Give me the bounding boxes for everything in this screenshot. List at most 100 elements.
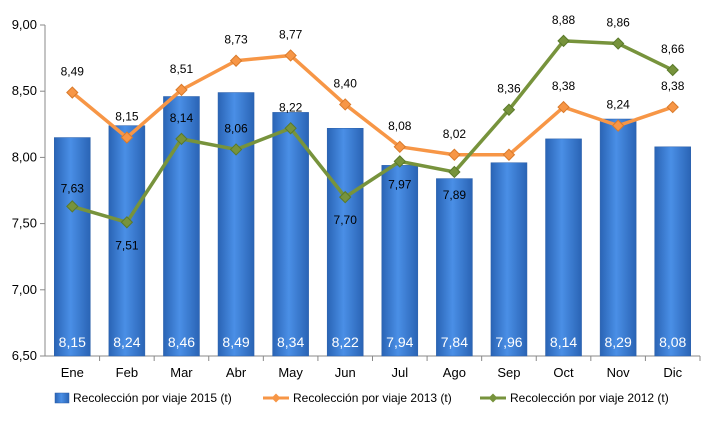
line-value-label: 8,22 (279, 100, 303, 114)
x-tick-label: Oct (553, 365, 574, 380)
series-marker (284, 122, 297, 135)
bar (54, 137, 91, 357)
series-marker (66, 86, 79, 99)
bar-value-label: 8,22 (332, 334, 359, 350)
bar-value-label: 8,24 (113, 334, 140, 350)
bar-value-label: 8,29 (605, 334, 632, 350)
lines (66, 34, 679, 229)
bar-value-label: 8,15 (59, 334, 86, 350)
x-tick-label: May (278, 365, 303, 380)
series-marker (284, 49, 297, 62)
x-tick-label: Ene (61, 365, 84, 380)
series-marker (120, 216, 134, 229)
y-tick-label: 7,00 (12, 282, 37, 297)
series-marker (666, 100, 679, 114)
series-marker (611, 119, 625, 132)
line-value-label: 7,70 (334, 213, 358, 227)
x-tick-label: Jun (335, 365, 356, 380)
line-value-label: 8,73 (224, 33, 248, 47)
x-tick-label: Mar (170, 365, 193, 380)
legend-marker (488, 393, 498, 403)
series-marker (557, 34, 570, 48)
bar-value-label: 8,14 (550, 334, 577, 350)
y-tick-label: 8,00 (12, 149, 37, 164)
x-tick-label: Feb (116, 365, 138, 380)
series-marker (448, 148, 461, 161)
series-marker (393, 140, 406, 154)
legend-swatch (54, 392, 70, 404)
x-tick-label: Ago (443, 365, 466, 380)
line-value-label: 8,49 (61, 65, 85, 79)
bar-value-label: 8,46 (168, 334, 195, 350)
line-value-label: 8,66 (661, 42, 685, 56)
line-value-label: 8,38 (552, 79, 576, 93)
bar (381, 165, 419, 357)
series-marker (175, 132, 188, 146)
legend-label: Recolección por viaje 2013 (t) (293, 391, 452, 405)
data-labels: 8,15 8,24 8,46 8,49 8,34 8,22 7,94 7,84 7,96 8,14… (59, 13, 687, 350)
series-marker (557, 100, 570, 114)
series-marker (339, 98, 352, 111)
series-marker (66, 200, 79, 213)
legend-label: Recolección por viaje 2012 (t) (510, 391, 669, 405)
bar (490, 162, 528, 357)
bar-value-label: 7,96 (495, 334, 522, 350)
series-marker (175, 83, 188, 97)
line-value-label: 8,06 (224, 121, 248, 135)
series-marker (666, 63, 679, 77)
bar (272, 112, 309, 357)
line-value-label: 8,15 (115, 110, 139, 124)
bar-value-label: 7,94 (386, 334, 413, 350)
bars (54, 92, 691, 357)
series-marker (611, 37, 625, 50)
series-marker (229, 143, 243, 156)
y-tick-label: 8,50 (12, 83, 37, 98)
bar-value-label: 8,08 (659, 334, 686, 350)
y-tick-label: 6,50 (12, 348, 37, 363)
line-value-label: 7,89 (443, 188, 467, 202)
series-marker (502, 148, 516, 161)
x-tick-label: Jul (391, 365, 408, 380)
bar (108, 125, 146, 357)
x-tick-label: Sep (497, 365, 520, 380)
legend-marker (271, 393, 281, 403)
line-value-label: 7,51 (115, 238, 139, 252)
series-marker (393, 155, 406, 168)
legend: Recolección por viaje 2015 (t) Recolecció… (54, 391, 669, 405)
bar-value-label: 8,49 (222, 334, 249, 350)
bar (545, 138, 582, 357)
line-value-label: 7,63 (61, 181, 85, 195)
y-tick-label: 9,00 (12, 17, 37, 32)
x-tick-label: Abr (226, 365, 247, 380)
line-value-label: 8,02 (443, 127, 467, 141)
bar-value-label: 8,34 (277, 334, 304, 350)
bar (654, 146, 691, 357)
line-value-label: 8,08 (388, 119, 412, 133)
line-value-label: 8,24 (606, 98, 630, 112)
series-marker (339, 190, 352, 204)
line-value-label: 8,38 (661, 79, 685, 93)
bar (436, 178, 473, 357)
line-value-label: 8,88 (552, 13, 576, 27)
y-tick-label: 7,50 (12, 216, 37, 231)
bar-value-label: 7,84 (441, 334, 468, 350)
line-value-label: 7,97 (388, 177, 412, 191)
x-tick-label: Dic (663, 365, 682, 380)
x-tick-label: Nov (607, 365, 631, 380)
line-value-label: 8,86 (606, 16, 630, 30)
series-marker (120, 131, 134, 144)
series-marker (229, 54, 243, 67)
line-value-label: 8,40 (334, 76, 358, 90)
axes: 6,50 7,00 7,50 8,00 8,50 9,00 Ene Feb Mar Abr May J… (12, 17, 701, 380)
line-value-label: 8,36 (497, 82, 521, 96)
bar (217, 92, 255, 357)
bar (326, 128, 364, 357)
line-value-label: 8,51 (170, 62, 194, 76)
legend-label: Recolección por viaje 2015 (t) (73, 391, 232, 405)
line-value-label: 8,77 (279, 27, 303, 41)
series-marker (502, 103, 516, 116)
series-marker (448, 165, 461, 179)
series-line (71, 39, 674, 225)
line-value-label: 8,14 (170, 111, 194, 125)
